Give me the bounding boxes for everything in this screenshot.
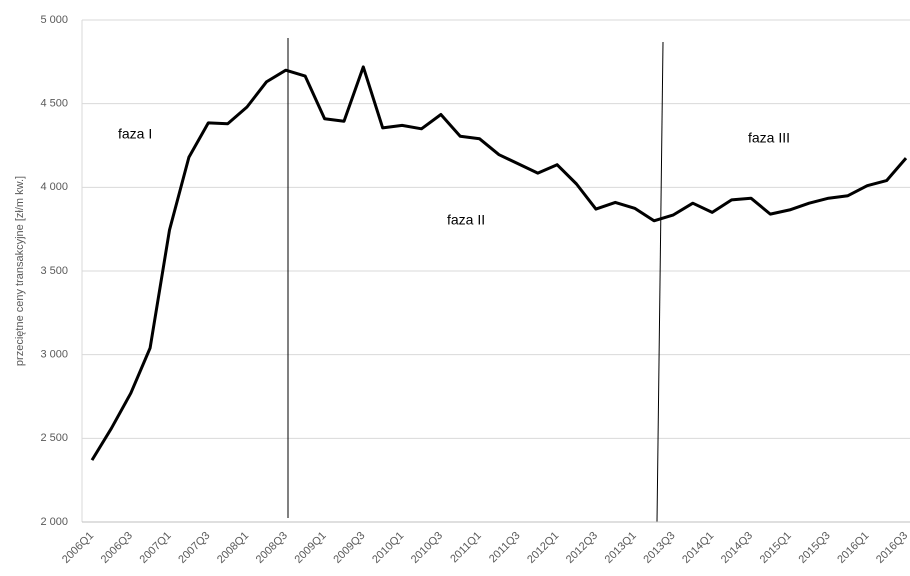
x-tick-label: 2011Q1 — [448, 530, 484, 566]
x-tick-label: 2009Q3 — [331, 530, 367, 566]
x-tick-label: 2014Q1 — [680, 530, 716, 566]
x-tick-label: 2015Q3 — [796, 530, 832, 566]
x-tick-label: 2013Q1 — [603, 530, 639, 566]
x-tick-label: 2010Q3 — [409, 530, 445, 566]
x-tick-label: 2007Q3 — [176, 530, 212, 566]
x-tick-label: 2007Q1 — [138, 530, 174, 566]
x-tick-label: 2010Q1 — [370, 530, 406, 566]
y-tick-label: 4 000 — [40, 181, 68, 193]
y-tick-label: 2 500 — [40, 432, 68, 444]
x-tick-label: 2016Q1 — [835, 530, 871, 566]
x-tick-label: 2009Q1 — [293, 530, 329, 566]
y-tick-label: 2 000 — [40, 516, 68, 528]
y-tick-label: 3 000 — [40, 349, 68, 361]
data-line — [90, 65, 908, 461]
y-axis-label: przeciętne ceny transakcyjne [zł/m kw.] — [14, 176, 26, 366]
x-tick-label: 2006Q3 — [99, 530, 135, 566]
y-tick-label: 3 500 — [40, 265, 68, 277]
x-tick-label: 2012Q3 — [564, 530, 600, 566]
x-tick-label: 2011Q3 — [487, 530, 523, 566]
phase-label: faza II — [447, 212, 485, 228]
x-tick-label: 2012Q1 — [525, 530, 561, 566]
x-tick-label: 2013Q3 — [641, 530, 677, 566]
x-tick-label: 2008Q1 — [215, 530, 251, 566]
x-tick-label: 2015Q1 — [758, 530, 794, 566]
x-tick-label: 2014Q3 — [719, 530, 755, 566]
phase-divider — [656, 41, 664, 523]
phase-label: faza I — [118, 126, 152, 142]
x-tick-label: 2016Q3 — [874, 530, 910, 566]
phase-label: faza III — [748, 130, 790, 146]
x-tick-label: 2008Q3 — [254, 530, 290, 566]
y-tick-label: 5 000 — [40, 14, 68, 26]
y-tick-label: 4 500 — [40, 98, 68, 110]
x-tick-label: 2006Q1 — [60, 530, 96, 566]
